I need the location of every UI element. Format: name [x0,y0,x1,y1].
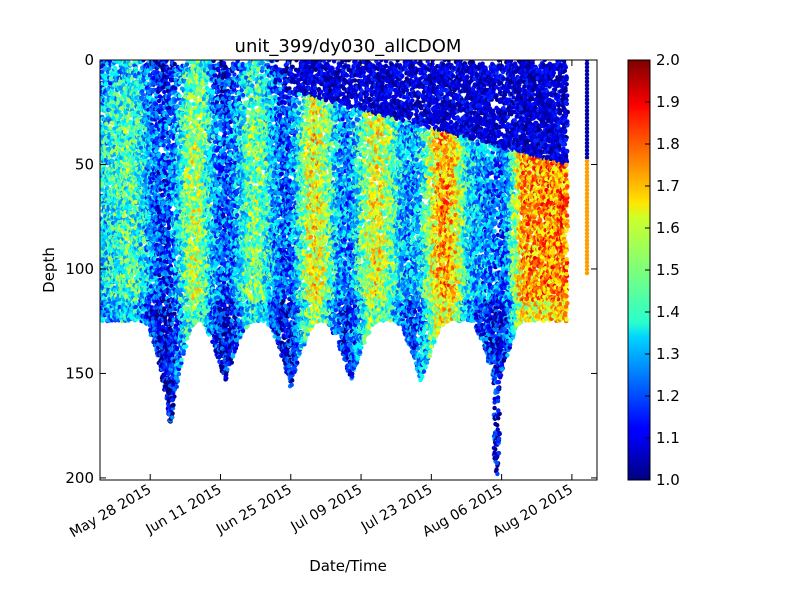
data-point [172,311,177,316]
data-point [101,316,106,322]
data-point [164,60,169,63]
data-point [128,62,133,67]
data-point [119,113,124,118]
data-point [165,238,170,243]
data-point [108,75,114,81]
data-point [103,65,108,71]
data-point [115,93,120,98]
data-point [166,120,171,125]
data-point [172,394,177,399]
data-point [100,69,105,74]
data-point [109,130,115,135]
data-point [112,271,118,276]
data-point [141,239,147,244]
data-point [104,92,109,97]
data-point [169,321,175,326]
data-point [100,181,106,187]
data-point [108,125,113,130]
data-point [154,146,160,151]
data-point [167,259,173,265]
data-point [138,242,143,247]
data-point [167,292,173,297]
data-point [108,81,113,86]
data-point [104,121,109,127]
data-point [170,411,175,416]
data-point [113,65,118,71]
data-point [140,84,145,89]
data-point [165,81,171,87]
data-points [100,60,590,477]
data-point [170,415,175,420]
chart-title: unit_399/dy030_allCDOM [235,36,462,57]
data-point [174,384,179,389]
data-point [140,92,146,97]
data-point [122,181,128,186]
data-point [171,402,176,408]
